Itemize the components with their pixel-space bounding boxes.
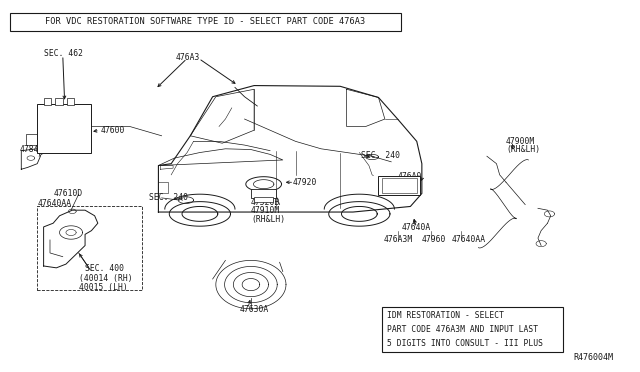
- Bar: [44, 98, 51, 105]
- Text: 5 DIGITS INTO CONSULT - III PLUS: 5 DIGITS INTO CONSULT - III PLUS: [387, 339, 543, 348]
- Text: R476004M: R476004M: [573, 353, 613, 362]
- Bar: [55, 98, 63, 105]
- Text: SEC. 462: SEC. 462: [44, 49, 83, 58]
- Text: 47640AA: 47640AA: [37, 199, 71, 208]
- Text: (RH&LH): (RH&LH): [506, 145, 540, 154]
- Text: 47910M: 47910M: [251, 206, 280, 215]
- Bar: [251, 189, 276, 198]
- Text: 47640AA: 47640AA: [452, 235, 486, 244]
- Text: 47640A: 47640A: [401, 223, 431, 232]
- Text: 476A0: 476A0: [397, 172, 422, 181]
- Text: 47630A: 47630A: [240, 305, 269, 314]
- Bar: [381, 307, 563, 352]
- Text: (RH&LH): (RH&LH): [251, 215, 285, 224]
- Text: 47520B: 47520B: [251, 198, 280, 207]
- Text: 40015 (LH): 40015 (LH): [79, 283, 127, 292]
- Text: FOR VDC RESTORATION SOFTWARE TYPE ID - SELECT PART CODE 476A3: FOR VDC RESTORATION SOFTWARE TYPE ID - S…: [45, 17, 365, 26]
- Text: 476A3: 476A3: [175, 53, 200, 62]
- Text: 47900M: 47900M: [506, 137, 535, 146]
- Bar: [381, 178, 417, 193]
- Text: SEC. 400: SEC. 400: [85, 264, 124, 273]
- Text: 47610D: 47610D: [53, 189, 83, 198]
- Text: IDM RESTORATION - SELECT: IDM RESTORATION - SELECT: [387, 311, 504, 320]
- Bar: [37, 206, 143, 290]
- Bar: [10, 13, 401, 31]
- Text: SEC. 240: SEC. 240: [149, 193, 188, 202]
- Text: 476A3M: 476A3M: [383, 235, 413, 244]
- Text: 47920: 47920: [293, 178, 317, 187]
- Text: 47960: 47960: [422, 235, 446, 244]
- Text: 47600: 47600: [101, 126, 125, 135]
- Bar: [378, 176, 420, 195]
- Text: SEC. 240: SEC. 240: [360, 151, 399, 160]
- Bar: [67, 98, 74, 105]
- Text: 47840: 47840: [20, 145, 44, 154]
- Bar: [254, 197, 273, 202]
- Text: (40014 (RH): (40014 (RH): [79, 274, 132, 283]
- Bar: [37, 104, 92, 153]
- Text: PART CODE 476A3M AND INPUT LAST: PART CODE 476A3M AND INPUT LAST: [387, 325, 538, 334]
